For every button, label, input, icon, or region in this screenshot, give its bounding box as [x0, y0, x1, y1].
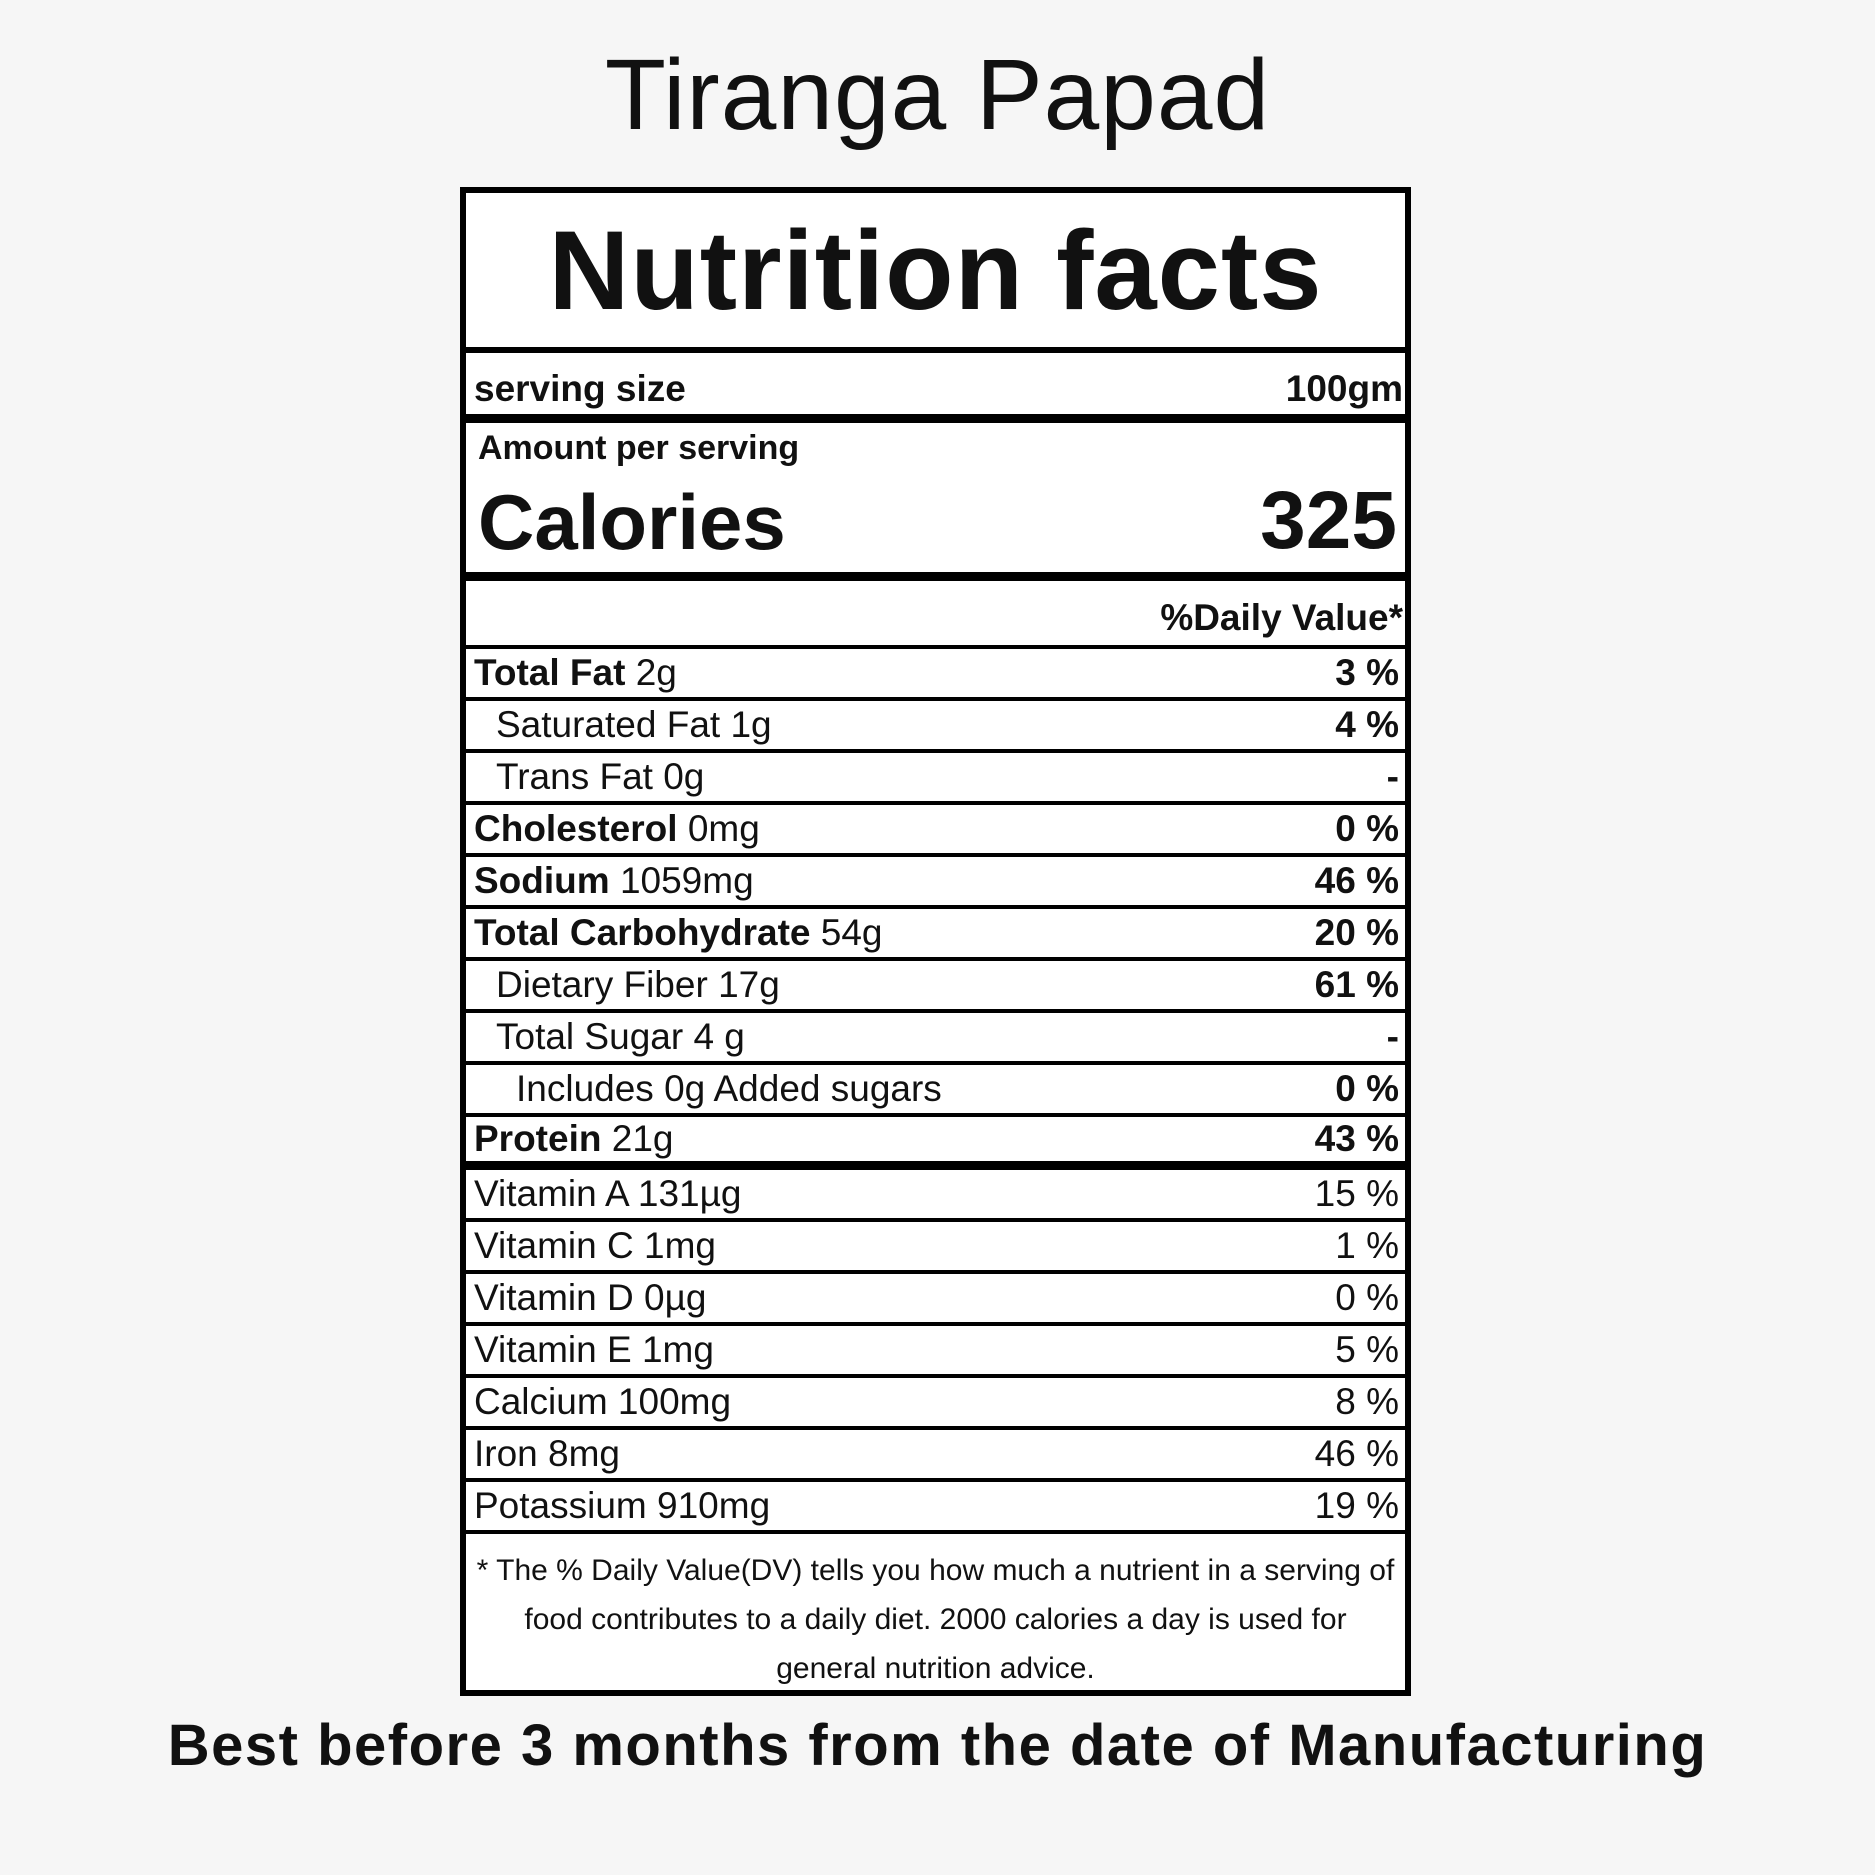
nutrient-name: Total Fat [474, 652, 626, 693]
nutrient-dv: 20 % [1314, 912, 1399, 953]
nutrient-dv: 43 % [1314, 1118, 1399, 1159]
mineral-row-calcium: Calcium 100mg 8 % [466, 1378, 1405, 1430]
nutrient-amount: 2g [635, 652, 677, 693]
nutrient-row-total-fat: Total Fat 2g 3 % [466, 649, 1405, 701]
product-title: Tiranga Papad [604, 39, 1271, 151]
daily-value-footnote: * The % Daily Value(DV) tells you how mu… [476, 1554, 1395, 1685]
label-title: Nutrition facts [548, 207, 1323, 333]
nutrient-dv: 4 % [1335, 704, 1399, 745]
nutrient-amount: 4 g [693, 1016, 745, 1057]
vitamin-text: Vitamin C 1mg [474, 1225, 716, 1266]
daily-value-header-text: %Daily Value* [1160, 597, 1403, 638]
nutrient-row-total-sugar: Total Sugar 4 g - [466, 1013, 1405, 1065]
daily-value-header: %Daily Value* [466, 581, 1405, 649]
nutrient-amount: 54g [820, 912, 883, 953]
vitamin-dv: 46 % [1314, 1433, 1399, 1474]
calories-value: 325 [1260, 475, 1397, 566]
vitamin-text: Calcium 100mg [474, 1381, 732, 1422]
nutrient-amount: 0mg [687, 808, 760, 849]
vitamin-dv: 8 % [1335, 1381, 1399, 1422]
calories-row: Calories 325 [478, 474, 1397, 568]
serving-size-value: 100gm [1285, 368, 1403, 409]
vitamin-text: Iron 8mg [474, 1433, 621, 1474]
vitamin-row-a: Vitamin A 131µg 15 % [466, 1170, 1405, 1222]
nutrient-name: Total Sugar [496, 1016, 684, 1057]
nutrient-name: Trans Fat [496, 756, 653, 797]
vitamin-row-d: Vitamin D 0µg 0 % [466, 1274, 1405, 1326]
nutrient-dv: 46 % [1314, 860, 1399, 901]
serving-size-label: serving size [474, 368, 686, 409]
calories-label: Calories [478, 478, 786, 566]
vitamin-dv: 19 % [1314, 1485, 1399, 1526]
nutrient-row-trans-fat: Trans Fat 0g - [466, 753, 1405, 805]
nutrient-name: Saturated Fat [496, 704, 721, 745]
nutrient-name: Cholesterol [474, 808, 678, 849]
vitamin-text: Vitamin A 131µg [474, 1173, 742, 1214]
vitamin-dv: 0 % [1335, 1277, 1399, 1318]
nutrient-amount: 1g [730, 704, 772, 745]
nutrient-amount: 17g [718, 964, 780, 1005]
nutrient-amount: 21g [611, 1118, 674, 1159]
vitamin-row-c: Vitamin C 1mg 1 % [466, 1222, 1405, 1274]
nutrient-row-total-carbohydrate: Total Carbohydrate 54g 20 % [466, 909, 1405, 961]
nutrient-row-protein: Protein 21g 43 % [466, 1117, 1405, 1170]
nutrient-row-cholesterol: Cholesterol 0mg 0 % [466, 805, 1405, 857]
nutrient-dv: 3 % [1335, 652, 1399, 693]
vitamin-dv: 1 % [1335, 1225, 1399, 1266]
nutrient-amount: 1059mg [619, 860, 754, 901]
calories-box: Amount per serving Calories 325 [466, 423, 1405, 581]
nutrition-label: Nutrition facts serving size 100gm Amoun… [460, 187, 1411, 1696]
nutrient-row-sodium: Sodium 1059mg 46 % [466, 857, 1405, 909]
nutrient-dv: 0 % [1335, 808, 1399, 849]
label-title-box: Nutrition facts [466, 193, 1405, 353]
serving-size-row: serving size 100gm [466, 353, 1405, 423]
vitamin-text: Vitamin E 1mg [474, 1329, 714, 1370]
nutrient-row-dietary-fiber: Dietary Fiber 17g 61 % [466, 961, 1405, 1013]
vitamin-dv: 5 % [1335, 1329, 1399, 1370]
vitamin-text: Vitamin D 0µg [474, 1277, 707, 1318]
mineral-row-potassium: Potassium 910mg 19 % [466, 1482, 1405, 1534]
nutrient-row-saturated-fat: Saturated Fat 1g 4 % [466, 701, 1405, 753]
vitamin-text: Potassium 910mg [474, 1485, 771, 1526]
nutrient-name: Dietary Fiber [496, 964, 708, 1005]
nutrient-amount: 0g [663, 756, 705, 797]
amount-per-serving: Amount per serving [478, 429, 800, 467]
nutrient-dv: - [1386, 1016, 1399, 1057]
nutrient-name: Includes 0g Added sugars [516, 1068, 942, 1109]
nutrient-name: Total Carbohydrate [474, 912, 811, 953]
nutrient-name: Protein [474, 1118, 602, 1159]
nutrient-dv: 0 % [1335, 1068, 1399, 1109]
nutrient-name: Sodium [474, 860, 610, 901]
mineral-row-iron: Iron 8mg 46 % [466, 1430, 1405, 1482]
nutrient-row-added-sugars: Includes 0g Added sugars 0 % [466, 1065, 1405, 1117]
nutrient-dv: 61 % [1314, 964, 1399, 1005]
nutrient-dv: - [1386, 756, 1399, 797]
vitamin-row-e: Vitamin E 1mg 5 % [466, 1326, 1405, 1378]
shelf-life-note: Best before 3 months from the date of Ma… [167, 1713, 1708, 1778]
vitamin-dv: 15 % [1314, 1173, 1399, 1214]
